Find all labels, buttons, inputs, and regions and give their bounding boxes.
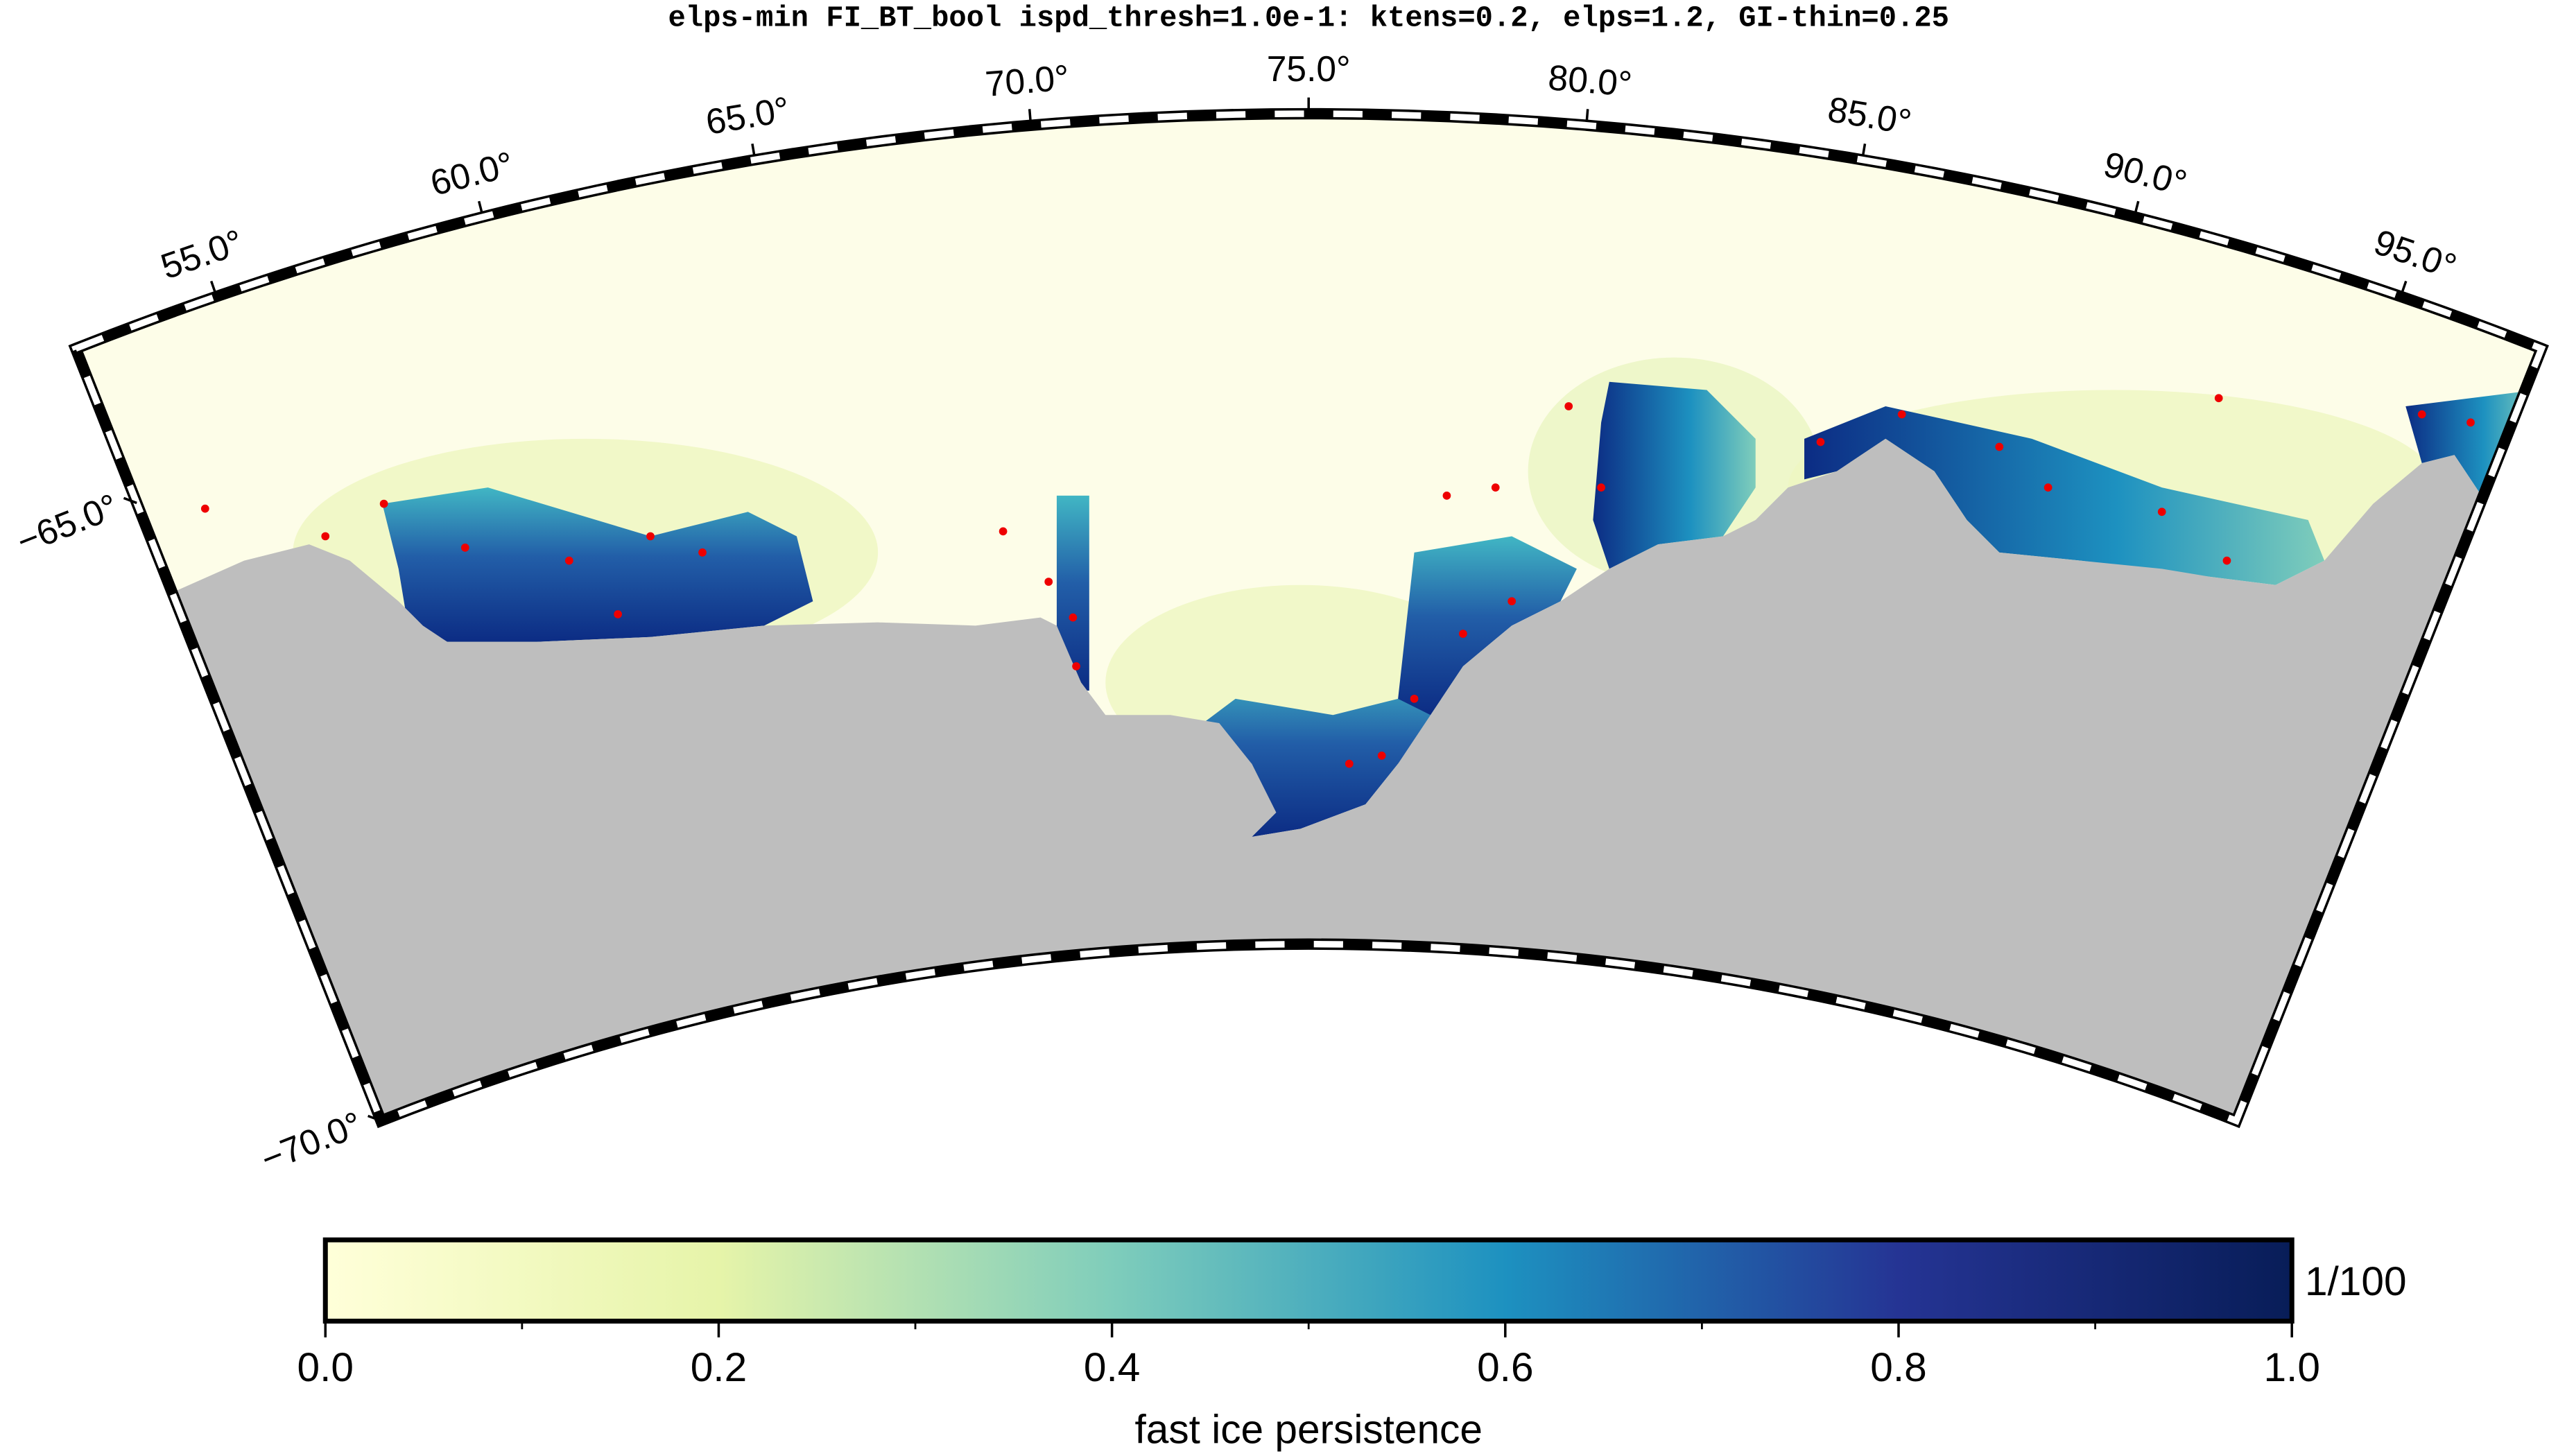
colorbar-tick-label: 0.0 — [297, 1345, 354, 1390]
lon-label: 85.0° — [1825, 89, 1915, 142]
colorbar-tick-label: 0.6 — [1477, 1345, 1533, 1390]
lon-label: 90.0° — [2100, 144, 2191, 203]
title: elps-min FI_BT_bool ispd_thresh=1.0e-1: … — [668, 2, 1949, 35]
lon-tick — [2401, 280, 2408, 293]
lon-label: 80.0° — [1547, 57, 1634, 104]
lat-label: −70.0° — [255, 1104, 368, 1179]
lon-tick — [477, 200, 483, 213]
grounded-icebergs — [200, 394, 2475, 768]
lat-tick — [368, 1114, 381, 1123]
lon-label: 60.0° — [426, 144, 518, 203]
colorbar — [322, 1237, 2295, 1324]
lon-tick — [209, 280, 216, 293]
fast-ice — [1398, 536, 1577, 716]
fast-ice — [1804, 406, 2325, 585]
colorbar-tick-label: 0.2 — [691, 1345, 747, 1390]
lon-label: 95.0° — [2369, 221, 2462, 286]
lat-tick — [123, 496, 137, 505]
lon-label: 65.0° — [703, 89, 793, 142]
lon-tick — [1862, 143, 1867, 155]
lon-tick — [2134, 200, 2140, 213]
lat-label: −65.0° — [11, 485, 123, 561]
fast-ice — [382, 487, 813, 642]
lon-label: 70.0° — [984, 57, 1071, 104]
lon-tick — [751, 143, 756, 155]
colorbar-tick-label: 0.4 — [1084, 1345, 1140, 1390]
fast-ice — [1593, 381, 1756, 569]
map-frame-dashes — [71, 110, 2546, 1125]
lon-label: 75.0° — [1267, 49, 1351, 89]
colorbar-tick-label: 1.0 — [2263, 1345, 2319, 1390]
lon-label: 55.0° — [156, 221, 248, 286]
fast-ice — [1202, 666, 1447, 838]
colorbar-label: fast ice persistence — [1135, 1407, 1483, 1452]
colorbar-unit: 1/100 — [2305, 1259, 2407, 1304]
colorbar-tick-label: 0.8 — [1870, 1345, 1926, 1390]
